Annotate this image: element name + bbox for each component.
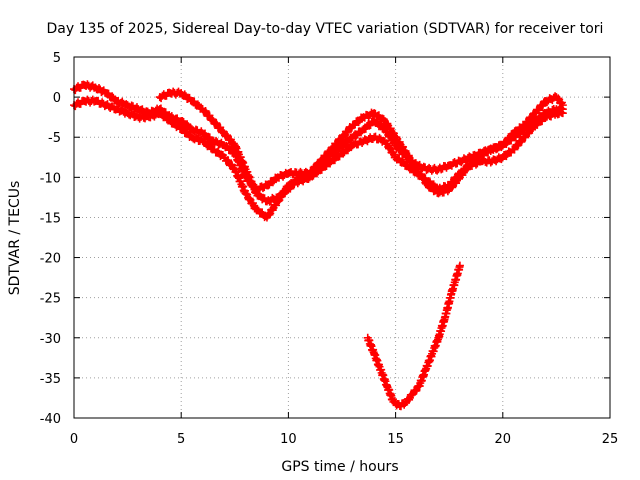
- data-point-interp: [392, 133, 401, 142]
- data-point-interp: [469, 156, 478, 165]
- y-tick-label: -30: [40, 332, 61, 347]
- x-axis-ticks: 0 5 10 15 20 25: [70, 57, 618, 447]
- y-tick-label: -40: [40, 412, 61, 427]
- data-point-interp: [513, 127, 522, 136]
- data-point-interp: [339, 149, 348, 158]
- plot-frame: [73, 56, 611, 419]
- y-tick-label: -10: [40, 171, 61, 186]
- data-point-interp: [404, 394, 413, 403]
- data-point-interp: [460, 166, 469, 175]
- data-point: [558, 109, 567, 118]
- data-point-interp: [463, 161, 472, 170]
- x-tick-label: 15: [387, 432, 404, 447]
- y-axis-ticks: 5 0 -5 -10 -15 -20 -25 -30 -35 -40: [40, 51, 610, 427]
- data-point-interp: [513, 141, 522, 150]
- y-tick-label: 0: [53, 91, 61, 106]
- data-point-interp: [554, 94, 563, 103]
- data-point-interp: [385, 143, 394, 152]
- x-tick-label: 20: [495, 432, 512, 447]
- data-point-interp: [253, 205, 262, 214]
- data-point-interp: [352, 131, 361, 140]
- x-tick-label: 0: [70, 432, 78, 447]
- data-point-interp: [354, 118, 363, 127]
- data-point-interp: [178, 117, 187, 126]
- y-tick-label: -15: [40, 211, 61, 226]
- data-points: [70, 80, 567, 411]
- chart-title: Day 135 of 2025, Sidereal Day-to-day VTE…: [47, 21, 604, 37]
- x-tick-label: 25: [602, 432, 619, 447]
- y-tick-label: -20: [40, 252, 61, 267]
- data-point: [455, 261, 464, 270]
- x-axis-title: GPS time / hours: [281, 459, 398, 475]
- data-point-interp: [448, 183, 457, 192]
- y-tick-label: -5: [48, 131, 61, 146]
- x-tick-label: 5: [177, 432, 185, 447]
- data-point-interp: [268, 178, 277, 187]
- data-point: [558, 101, 567, 110]
- data-point-interp: [178, 125, 187, 134]
- series-track-c: [155, 87, 567, 206]
- data-point-interp: [222, 141, 231, 150]
- data-point-interp: [223, 131, 232, 140]
- data-point-interp: [193, 100, 202, 109]
- data-point-interp: [505, 134, 514, 143]
- y-tick-label: -35: [40, 372, 61, 387]
- y-tick-label: 5: [53, 51, 61, 66]
- data-point-interp: [267, 205, 276, 214]
- data-point-interp: [398, 157, 407, 166]
- series-dip: [363, 261, 464, 411]
- series-track-b: [70, 95, 567, 222]
- x-tick-label: 10: [280, 432, 297, 447]
- data-point-interp: [245, 194, 254, 203]
- data-point-interp: [108, 92, 117, 101]
- y-axis-title: SDTVAR / TECUs: [7, 181, 23, 296]
- data-point-interp: [180, 90, 189, 99]
- data-point-interp: [410, 160, 419, 169]
- data-point-interp: [265, 210, 274, 219]
- data-point-interp: [556, 99, 565, 108]
- y-tick-label: -25: [40, 292, 61, 307]
- data-point-interp: [528, 125, 537, 134]
- data-point-interp: [339, 132, 348, 141]
- data-point-interp: [382, 120, 391, 129]
- data-point-interp: [329, 144, 338, 153]
- data-point-interp: [279, 190, 288, 199]
